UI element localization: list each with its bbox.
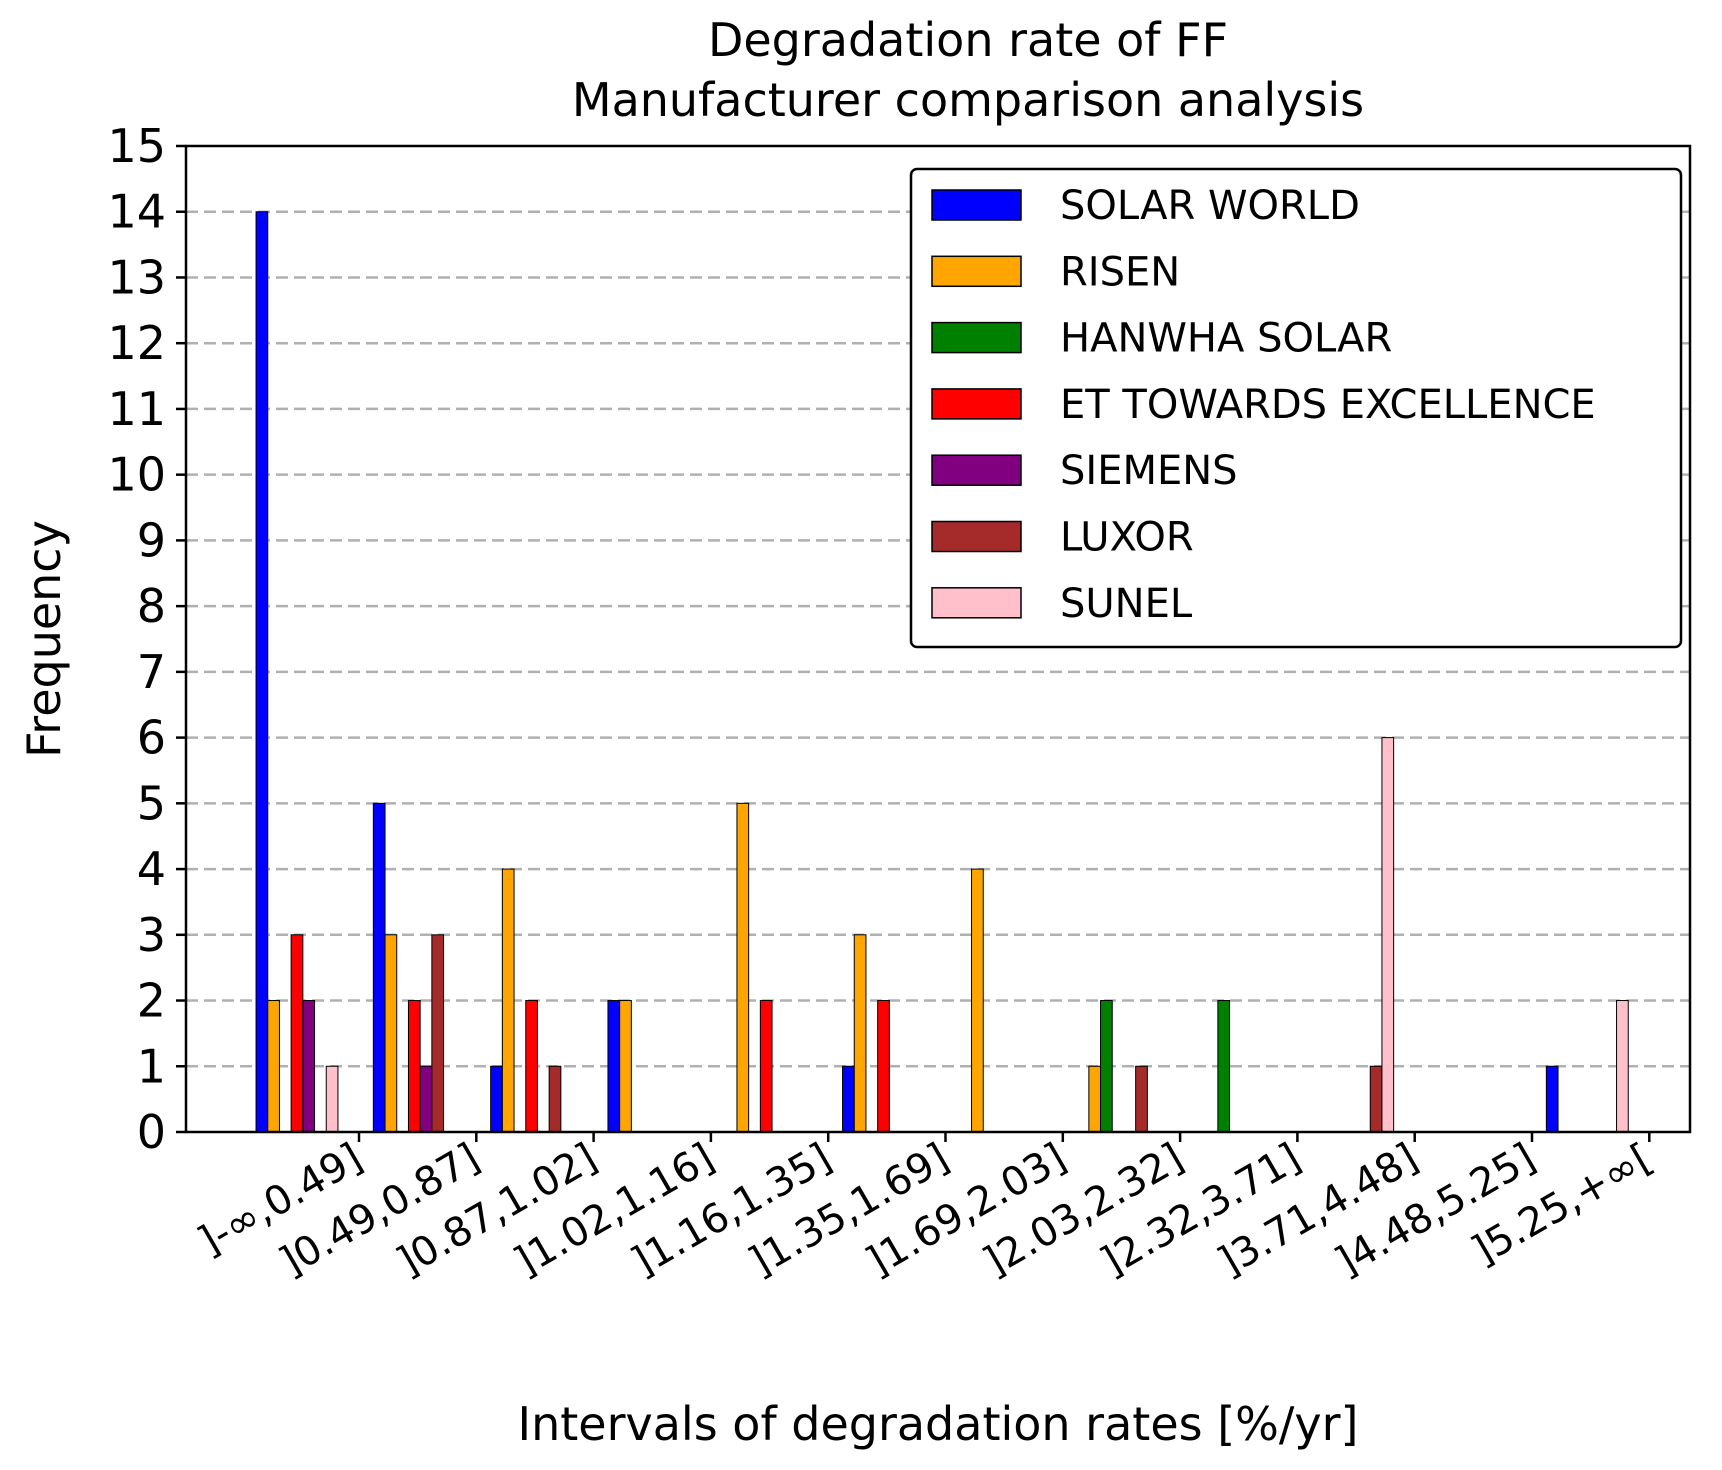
bar-et-towards-excellence-2 (525, 1000, 538, 1133)
y-tick-label: 9 (137, 513, 166, 567)
bar-siemens-1 (419, 1065, 433, 1133)
bar-risen-5 (853, 934, 867, 1133)
legend-label: SUNEL (1060, 581, 1193, 627)
bar-et-towards-excellence-0 (290, 934, 304, 1133)
y-tick-label: 14 (107, 185, 166, 239)
bar-risen-7 (1088, 1065, 1102, 1133)
bar-luxor-1 (431, 934, 445, 1133)
bar-solar-world-11 (1545, 1065, 1559, 1133)
bar-solar-world-5 (842, 1065, 855, 1133)
legend-label: ET TOWARDS EXCELLENCE (1060, 382, 1596, 428)
y-tick-label: 12 (107, 316, 166, 370)
bar-sunel-9 (1381, 737, 1395, 1133)
bar-risen-0 (267, 1000, 280, 1133)
y-tick-label: 5 (137, 776, 166, 830)
chart-title-line2: Manufacturer comparison analysis (572, 73, 1364, 127)
y-tick-label: 0 (137, 1105, 166, 1159)
legend-swatch (931, 454, 1022, 486)
legend-swatch (931, 321, 1022, 354)
y-axis-label: Frequency (17, 520, 71, 758)
y-tick-label: 4 (137, 842, 166, 896)
bar-solar-world-0 (255, 211, 269, 1133)
legend-label: SOLAR WORLD (1060, 183, 1360, 229)
bar-risen-1 (384, 934, 398, 1133)
bar-risen-2 (501, 868, 515, 1133)
bar-sunel-11 (1616, 1000, 1629, 1133)
bar-luxor-7 (1135, 1065, 1148, 1133)
x-axis-label: Intervals of degradation rates [%/yr] (518, 1397, 1359, 1451)
legend-label: HANWHA SOLAR (1060, 316, 1392, 362)
y-tick-label: 6 (137, 711, 166, 765)
bar-solar-world-3 (607, 1000, 621, 1133)
bar-sunel-0 (325, 1065, 339, 1133)
bar-et-towards-excellence-5 (877, 1000, 890, 1133)
y-tick-label: 1 (137, 1039, 166, 1093)
chart-title-line1: Degradation rate of FF (708, 13, 1228, 67)
bar-risen-3 (619, 1000, 632, 1133)
bar-siemens-0 (302, 1000, 316, 1133)
legend: SOLAR WORLD RISEN HANWHA SOLAR ET TOWARDS E… (909, 167, 1683, 649)
y-tick-label: 11 (107, 382, 166, 436)
x-axis-ticks: ]-∞,0.49]]0.49,0.87]]0.87,1.02]]1.02,1.1… (190, 1132, 1660, 1286)
bar-et-towards-excellence-1 (407, 1000, 421, 1133)
legend-swatch (931, 388, 1022, 420)
y-tick-label: 3 (137, 908, 166, 962)
y-tick-label: 13 (107, 250, 166, 304)
bar-et-towards-excellence-4 (759, 1000, 773, 1133)
y-tick-label: 7 (137, 645, 166, 699)
legend-swatch (931, 587, 1022, 619)
legend-frame (909, 167, 1683, 649)
legend-label: LUXOR (1060, 515, 1194, 561)
legend-label: SIEMENS (1060, 448, 1238, 494)
legend-label: RISEN (1060, 249, 1180, 295)
y-tick-label: 2 (137, 974, 166, 1028)
bar-luxor-2 (548, 1065, 562, 1133)
legend-swatch (931, 520, 1022, 553)
bar-solar-world-2 (490, 1065, 503, 1133)
bar-risen-6 (971, 868, 984, 1133)
bar-luxor-9 (1369, 1065, 1383, 1133)
y-tick-label: 15 (107, 119, 166, 173)
legend-swatch (931, 189, 1022, 221)
bar-hanwha-solar-8 (1217, 1000, 1231, 1133)
bar-risen-4 (736, 802, 750, 1133)
y-tick-label: 8 (137, 579, 166, 633)
legend-swatch (931, 255, 1022, 288)
bar-hanwha-solar-7 (1100, 1000, 1113, 1133)
plot-area-frame (184, 144, 1692, 1134)
y-tick-label: 10 (107, 448, 166, 502)
bar-solar-world-1 (372, 802, 386, 1133)
